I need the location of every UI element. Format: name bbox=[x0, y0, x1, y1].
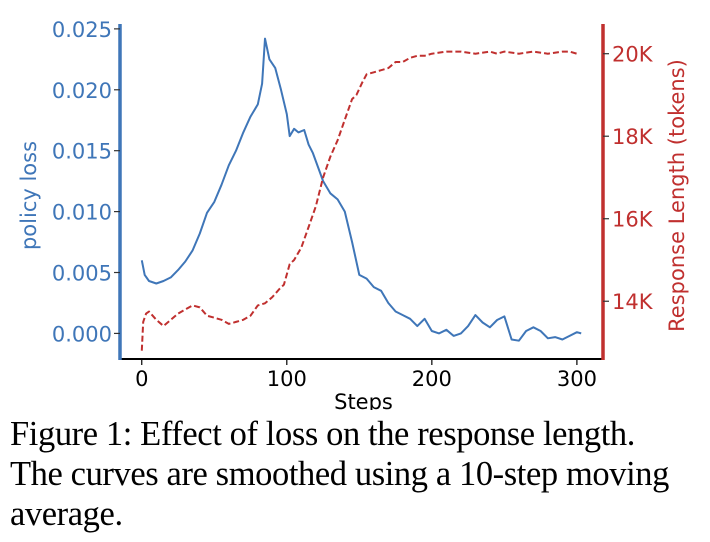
y-right-axis-title: Response Length (tokens) bbox=[665, 59, 689, 332]
y-right-tick-label: 14K bbox=[612, 290, 654, 314]
caption-line-1: Figure 1: Effect of loss on the response… bbox=[10, 415, 635, 453]
x-tick-label: 300 bbox=[557, 367, 597, 391]
dual-axis-line-chart: 0 100 200 300 0.000 0.005 0.010 0.015 0.020 0.025… bbox=[17, 18, 689, 410]
y-right-tick-label: 16K bbox=[612, 208, 654, 232]
figure-caption: Figure 1: Effect of loss on the response… bbox=[10, 414, 710, 534]
x-axis-title: Steps bbox=[334, 390, 393, 410]
y-left-tick-label: 0.000 bbox=[52, 322, 112, 346]
response-length-line bbox=[140, 50, 578, 351]
policy-loss-line bbox=[140, 37, 582, 342]
y-left-tick-label: 0.015 bbox=[52, 140, 112, 164]
y-right-tick-label: 20K bbox=[612, 43, 654, 67]
y-left-tick-label: 0.025 bbox=[52, 18, 112, 42]
y-left-axis-title: policy loss bbox=[17, 141, 41, 250]
y-left-tick-label: 0.020 bbox=[52, 79, 112, 103]
y-left-tick-label: 0.005 bbox=[52, 262, 112, 286]
caption-line-2: The curves are smoothed using a 10-step … bbox=[10, 455, 669, 493]
x-tick-label: 0 bbox=[135, 367, 148, 391]
caption-line-3: average. bbox=[10, 495, 123, 533]
x-tick-label: 200 bbox=[412, 367, 452, 391]
y-right-tick-label: 18K bbox=[612, 125, 654, 149]
x-tick-label: 100 bbox=[267, 367, 307, 391]
y-left-tick-label: 0.010 bbox=[52, 201, 112, 225]
